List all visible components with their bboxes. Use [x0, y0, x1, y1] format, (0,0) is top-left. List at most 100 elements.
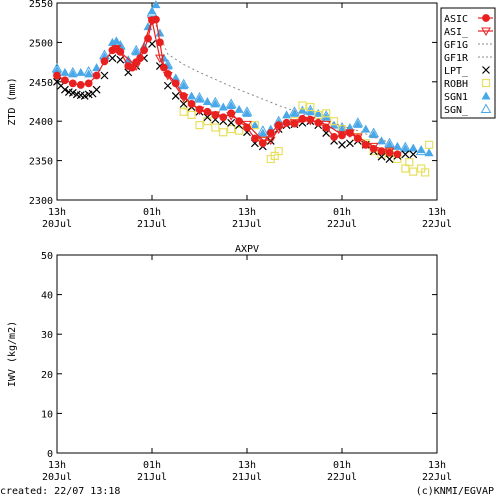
x-tick-label-hour: 13h: [48, 207, 66, 218]
y-tick-label: 30: [41, 330, 53, 341]
x-tick-label-date: 21Jul: [137, 219, 167, 230]
data-point: [282, 118, 291, 127]
data-point: [61, 76, 69, 85]
data-point: [60, 67, 70, 76]
y-tick-label: 2400: [29, 117, 53, 128]
data-point: [100, 57, 109, 66]
data-point: [179, 99, 188, 108]
created-timestamp: created: 22/07 13:18: [0, 486, 121, 497]
data-point: [385, 140, 394, 149]
legend-swatch: [482, 14, 490, 22]
series-line: [155, 24, 390, 143]
data-point: [405, 158, 414, 167]
data-point: [345, 139, 354, 148]
data-point: [290, 108, 299, 117]
data-point: [408, 143, 418, 152]
x-tick-label-hour: 01h: [143, 207, 161, 218]
y-tick-label: 2300: [29, 196, 53, 207]
data-point: [131, 47, 141, 56]
data-point: [140, 46, 148, 55]
data-point: [322, 109, 331, 118]
data-point: [171, 79, 180, 88]
x-tick-label-date: 20Jul: [42, 219, 72, 230]
data-point: [353, 119, 363, 128]
panel-2: 0102030405013h20Jul01h21Jul13h21Jul01h22…: [7, 244, 452, 483]
data-point: [163, 70, 172, 78]
data-point: [385, 148, 394, 157]
panel-title: AXPV: [235, 244, 259, 255]
data-point: [313, 108, 323, 117]
data-point: [250, 121, 260, 130]
data-point: [258, 139, 267, 148]
data-point: [234, 126, 244, 135]
data-point: [330, 133, 338, 141]
data-point: [274, 147, 283, 156]
data-point: [171, 73, 181, 82]
x-tick-label-date: 21Jul: [137, 472, 167, 483]
data-point: [147, 6, 157, 15]
legend: ASIC ASI_ GF1G GF1R LPT_ ROBH SGN1 SGN_: [440, 7, 496, 119]
data-point: [52, 65, 62, 74]
data-point: [195, 121, 204, 130]
data-point: [234, 104, 244, 113]
data-point: [353, 134, 362, 143]
series-asic: [53, 15, 402, 159]
data-point: [195, 94, 204, 103]
data-point: [227, 118, 236, 127]
data-point: [377, 152, 386, 161]
data-point: [111, 36, 121, 45]
data-point: [298, 114, 307, 123]
data-point: [401, 150, 410, 159]
x-tick-label-date: 21Jul: [232, 219, 262, 230]
data-point: [361, 124, 371, 133]
legend-label: ASI_: [444, 27, 469, 38]
data-point: [400, 144, 410, 153]
plot-frame: [56, 2, 438, 201]
data-point: [84, 79, 93, 88]
data-point: [361, 140, 370, 149]
data-point: [274, 121, 283, 130]
data-point: [60, 85, 69, 94]
data-point: [266, 129, 275, 137]
x-tick-label-date: 20Jul: [42, 472, 72, 483]
copyright-credit: (c)KNMI/EGVAP: [415, 486, 494, 497]
data-point: [219, 128, 228, 137]
legend-label: LPT_: [444, 66, 469, 77]
data-point: [409, 150, 418, 159]
data-point: [226, 100, 236, 109]
y-tick-label: 0: [47, 449, 53, 460]
data-point: [163, 81, 172, 90]
x-tick-label-date: 22Jul: [422, 472, 452, 483]
data-point: [116, 55, 125, 64]
data-point: [424, 140, 434, 149]
data-point: [377, 147, 386, 156]
legend-swatch: [481, 27, 491, 37]
data-point: [306, 115, 315, 124]
data-point: [306, 102, 315, 112]
y-tick-label: 2500: [29, 38, 53, 49]
data-point: [144, 34, 152, 43]
data-point: [346, 129, 354, 137]
data-point: [258, 128, 268, 137]
x-tick-label-date: 21Jul: [232, 472, 262, 483]
data-point: [421, 168, 430, 177]
x-tick-label-hour: 01h: [333, 460, 351, 471]
data-point: [76, 67, 86, 76]
legend-label: SGN_: [444, 105, 469, 116]
data-point: [155, 28, 165, 37]
legend-label: GF1R: [444, 53, 469, 64]
data-point: [187, 99, 196, 108]
data-point: [171, 92, 180, 100]
data-point: [159, 63, 168, 72]
data-point: [210, 99, 220, 108]
legend-swatch: [482, 66, 490, 74]
x-tick-label-hour: 01h: [143, 460, 161, 471]
y-tick-label: 50: [41, 251, 53, 262]
data-point: [282, 110, 292, 119]
data-point: [68, 79, 77, 88]
legend-swatch: [481, 78, 491, 88]
data-point: [92, 85, 101, 94]
x-tick-label-hour: 13h: [48, 460, 66, 471]
data-point: [392, 141, 402, 150]
